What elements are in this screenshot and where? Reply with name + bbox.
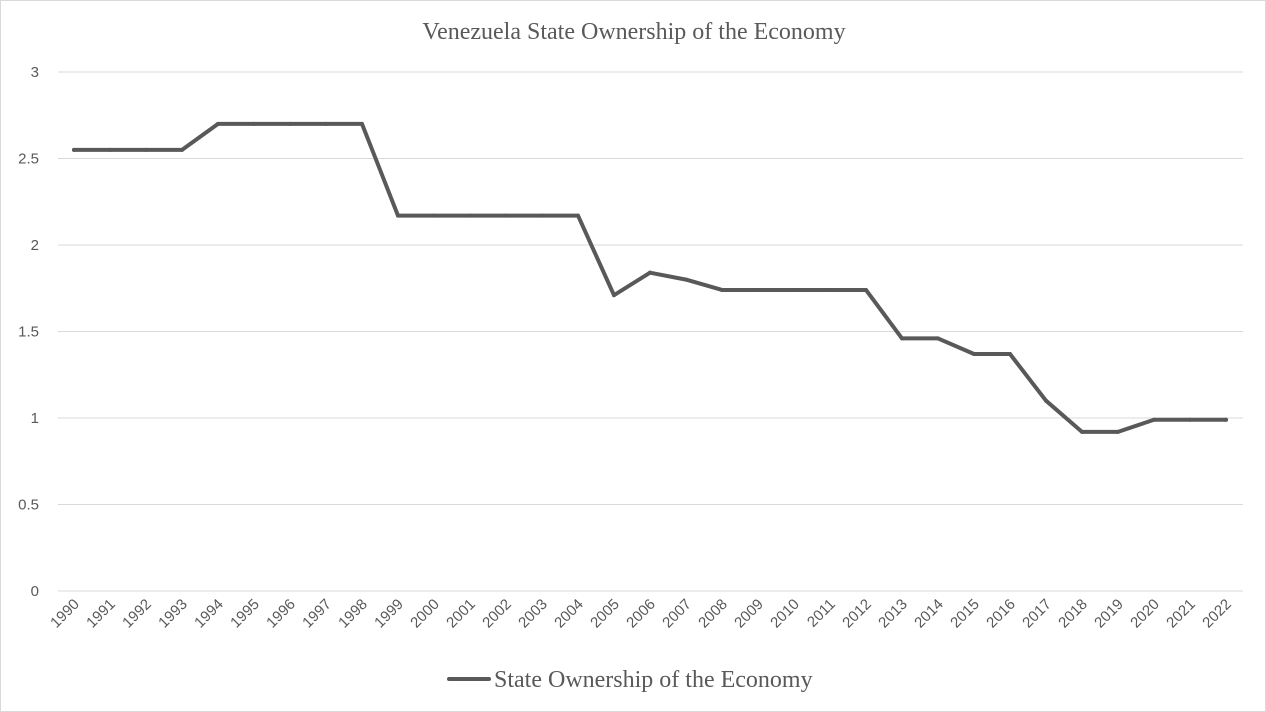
- data-point[interactable]: [612, 293, 616, 298]
- x-tick-label: 2015: [947, 596, 983, 632]
- chart-title: Venezuela State Ownership of the Economy: [422, 19, 845, 45]
- x-tick-label: 2017: [1019, 596, 1055, 632]
- data-point[interactable]: [288, 121, 292, 126]
- x-tick-label: 2002: [479, 596, 515, 632]
- data-point[interactable]: [576, 213, 580, 218]
- data-point[interactable]: [972, 351, 976, 356]
- y-tick-label: 1: [31, 410, 39, 427]
- data-point[interactable]: [396, 213, 400, 218]
- data-point[interactable]: [936, 336, 940, 341]
- x-tick-label: 1997: [299, 596, 335, 632]
- x-tick-label: 2010: [767, 596, 803, 632]
- data-point[interactable]: [144, 147, 148, 152]
- data-point[interactable]: [216, 121, 220, 126]
- data-point[interactable]: [360, 121, 364, 126]
- legend[interactable]: State Ownership of the Economy: [447, 667, 813, 693]
- x-axis-ticks: 1990 1991 1992 1993 1994 1995 1996 1997 1998 1999…: [47, 596, 1235, 632]
- data-point[interactable]: [720, 287, 724, 292]
- data-point[interactable]: [684, 277, 688, 282]
- data-point[interactable]: [900, 336, 904, 341]
- data-point[interactable]: [1116, 429, 1120, 434]
- x-tick-label: 1995: [227, 596, 263, 632]
- x-tick-label: 2003: [515, 596, 551, 632]
- legend-label: State Ownership of the Economy: [494, 667, 813, 693]
- x-tick-label: 2019: [1091, 596, 1127, 632]
- x-tick-label: 2021: [1163, 596, 1199, 632]
- y-axis-ticks: 0 0.5 1 1.5 2 2.5 3: [18, 64, 39, 600]
- x-tick-label: 2013: [875, 596, 911, 632]
- data-point[interactable]: [1152, 417, 1156, 422]
- y-tick-label: 2.5: [18, 151, 39, 168]
- data-point[interactable]: [108, 147, 112, 152]
- x-tick-label: 2007: [659, 596, 695, 632]
- x-tick-label: 2014: [911, 596, 947, 632]
- x-tick-label: 2011: [804, 596, 839, 631]
- data-point[interactable]: [432, 213, 436, 218]
- x-tick-label: 2012: [839, 596, 875, 632]
- data-point[interactable]: [540, 213, 544, 218]
- gridlines: [58, 71, 1243, 592]
- y-tick-label: 0.5: [18, 497, 39, 514]
- x-tick-label: 2004: [551, 596, 587, 632]
- x-tick-label: 1994: [191, 596, 227, 632]
- x-tick-label: 1990: [47, 596, 83, 632]
- x-tick-label: 2006: [623, 596, 659, 632]
- x-tick-label: 1993: [155, 596, 191, 632]
- x-tick-label: 1999: [371, 596, 407, 632]
- series-line[interactable]: [72, 121, 1228, 434]
- data-point[interactable]: [180, 147, 184, 152]
- x-tick-label: 1996: [263, 596, 299, 632]
- x-tick-label: 2018: [1055, 596, 1091, 632]
- data-point[interactable]: [828, 287, 832, 292]
- x-tick-label: 2000: [407, 596, 443, 632]
- series-layer: [72, 121, 1228, 434]
- data-point[interactable]: [792, 287, 796, 292]
- x-tick-label: 1991: [83, 596, 119, 632]
- data-point[interactable]: [324, 121, 328, 126]
- data-point[interactable]: [252, 121, 256, 126]
- x-tick-label: 1992: [119, 596, 155, 632]
- data-point[interactable]: [504, 213, 508, 218]
- data-point[interactable]: [756, 287, 760, 292]
- x-tick-label: 2016: [983, 596, 1019, 632]
- data-point[interactable]: [1008, 351, 1012, 356]
- x-tick-label: 2009: [731, 596, 767, 632]
- data-point[interactable]: [1224, 417, 1228, 422]
- y-tick-label: 3: [31, 64, 39, 81]
- data-point[interactable]: [72, 147, 76, 152]
- data-point[interactable]: [1080, 429, 1084, 434]
- x-tick-label: 2008: [695, 596, 731, 632]
- x-tick-label: 2022: [1199, 596, 1235, 632]
- x-tick-label: 1998: [335, 596, 371, 632]
- data-point[interactable]: [468, 213, 472, 218]
- y-tick-label: 1.5: [18, 324, 39, 341]
- data-point[interactable]: [1044, 398, 1048, 403]
- x-tick-label: 2001: [443, 596, 479, 632]
- x-tick-label: 2020: [1127, 596, 1163, 632]
- data-point[interactable]: [864, 287, 868, 292]
- y-tick-label: 0: [31, 583, 39, 600]
- y-tick-label: 2: [31, 237, 39, 254]
- data-point[interactable]: [1188, 417, 1192, 422]
- data-point[interactable]: [648, 270, 652, 275]
- x-tick-label: 2005: [587, 596, 623, 632]
